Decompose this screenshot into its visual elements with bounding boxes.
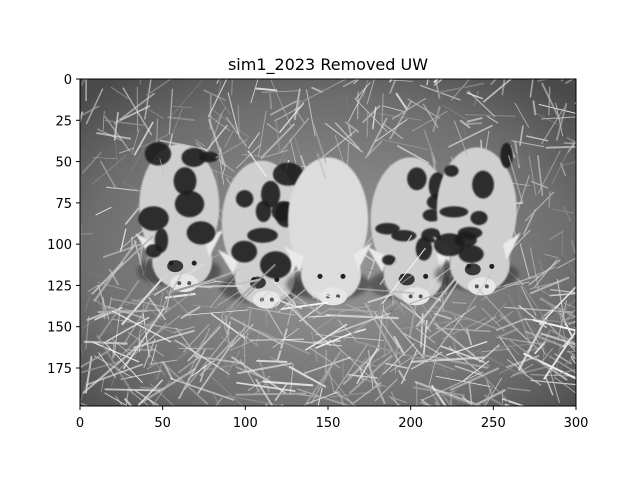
y-tick-label: 0 [64,73,72,88]
x-tick-label: 50 [154,416,171,431]
x-tick-label: 150 [316,416,341,431]
y-tick-label: 75 [55,197,72,212]
piglets-group [135,142,521,309]
grayscale-photo [80,79,576,406]
x-axis: 0 50 100 150 200 250 300 [76,406,589,431]
y-tick-label: 125 [47,279,72,294]
y-tick-label: 25 [55,114,72,129]
straw-foreground [80,79,576,406]
y-tick-label: 100 [47,238,72,253]
piglet-5 [432,142,521,296]
plot-title: sim1_2023 Removed UW [228,55,428,75]
y-axis: 0 25 50 75 100 125 150 175 [47,73,80,377]
x-tick-label: 100 [233,416,258,431]
x-tick-label: 250 [481,416,506,431]
y-tick-label: 150 [47,321,72,336]
x-tick-label: 0 [76,416,84,431]
x-tick-label: 300 [564,416,589,431]
y-tick-label: 50 [55,156,72,171]
x-tick-label: 200 [398,416,423,431]
y-tick-label: 175 [47,362,72,377]
piglet-1 [135,142,224,293]
